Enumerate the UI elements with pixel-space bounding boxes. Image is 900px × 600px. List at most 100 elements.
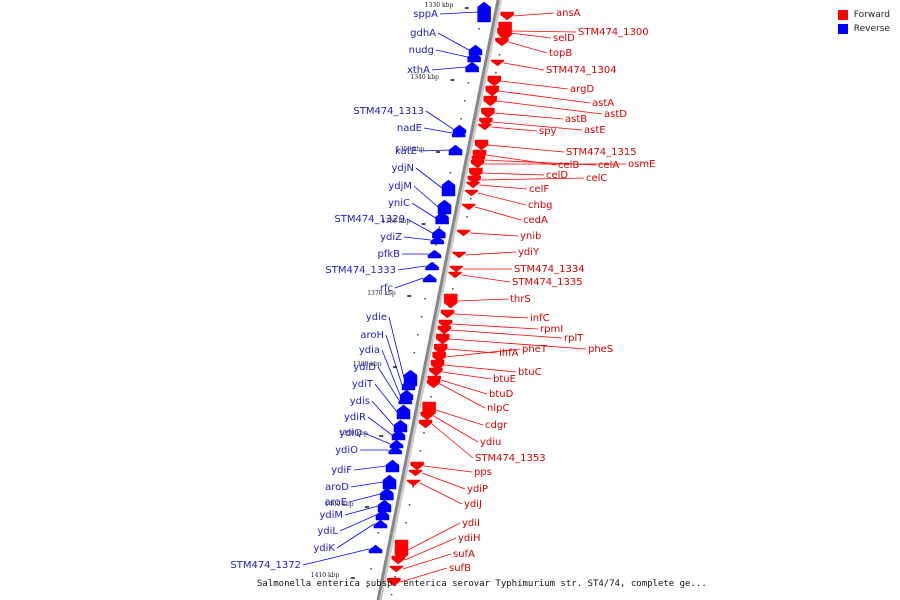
gene-label-spy[interactable]: spy — [539, 126, 557, 137]
forward-gene-feature — [500, 11, 514, 21]
gene-label-ydiI[interactable]: ydiI — [462, 518, 480, 529]
gene-label-STM474_1353[interactable]: STM474_1353 — [475, 453, 546, 464]
gene-label-celB[interactable]: celB — [558, 160, 579, 171]
gene-leader-line — [482, 172, 545, 176]
gene-label-aroD[interactable]: aroD — [325, 482, 349, 493]
gene-label-ansA[interactable]: ansA — [556, 8, 581, 19]
gene-label-ydiH[interactable]: ydiH — [458, 533, 481, 544]
gene-label-pheS[interactable]: pheS — [588, 344, 613, 355]
gene-label-sufA[interactable]: sufA — [453, 549, 475, 560]
gene-label-btuC[interactable]: btuC — [518, 367, 542, 378]
gene-leader-line — [344, 505, 379, 516]
forward-gene-feature — [467, 175, 482, 185]
gene-label-ydiF[interactable]: ydiF — [331, 465, 352, 476]
gene-leader-line — [491, 126, 538, 132]
gene-label-astD[interactable]: astD — [604, 109, 627, 120]
gene-leader-line — [450, 329, 563, 339]
reverse-gene-feature — [448, 144, 463, 156]
gene-label-nadE[interactable]: nadE — [397, 123, 422, 134]
gene-label-astE[interactable]: astE — [584, 125, 606, 136]
gene-label-ydiM[interactable]: ydiM — [319, 510, 343, 521]
gene-label-STM474_1333[interactable]: STM474_1333 — [325, 265, 396, 276]
gene-label-STM474_1304[interactable]: STM474_1304 — [546, 65, 617, 76]
gene-label-osmE[interactable]: osmE — [628, 159, 655, 170]
gene-label-sufB[interactable]: sufB — [449, 563, 471, 574]
gene-label-celC[interactable]: celC — [586, 173, 607, 184]
gene-label-chbg[interactable]: chbg — [528, 200, 553, 211]
gene-label-ydjM[interactable]: ydjM — [388, 181, 412, 192]
gene-label-aroH[interactable]: aroH — [360, 330, 384, 341]
tick-label: 1350 kbp — [396, 146, 425, 153]
gene-label-ydiJ[interactable]: ydiJ — [464, 499, 482, 510]
gene-label-STM474_1315[interactable]: STM474_1315 — [566, 147, 637, 158]
gene-label-ydiO[interactable]: ydiO — [335, 445, 358, 456]
gene-label-btuE[interactable]: btuE — [493, 374, 516, 385]
gene-label-ihfA[interactable]: ihfA — [499, 348, 519, 359]
gene-label-ynib[interactable]: ynib — [520, 231, 541, 242]
gene-label-ydiL[interactable]: ydiL — [317, 526, 338, 537]
gene-label-topB[interactable]: topB — [549, 48, 572, 59]
gene-label-pheT[interactable]: pheT — [522, 344, 548, 355]
reverse-gene-feature — [373, 519, 388, 529]
gene-label-xthA[interactable]: xthA — [407, 65, 430, 76]
gene-leader-line — [461, 274, 511, 283]
gene-label-STM474_1372[interactable]: STM474_1372 — [230, 560, 301, 571]
gene-label-katE[interactable]: katE — [395, 146, 417, 157]
gene-label-ydie[interactable]: ydie — [366, 312, 387, 323]
gene-label-celA[interactable]: celA — [598, 160, 619, 171]
tick-label: 1380 kbp — [353, 361, 382, 368]
gene-leader-line — [511, 30, 577, 33]
gene-label-rfc[interactable]: rfc — [380, 283, 393, 294]
gene-label-selD[interactable]: selD — [553, 33, 575, 44]
gene-label-thrS[interactable]: thrS — [510, 294, 531, 305]
gene-label-sppA[interactable]: sppA — [413, 9, 438, 20]
gene-label-ydjN[interactable]: ydjN — [391, 163, 414, 174]
gene-label-infC[interactable]: infC — [530, 313, 550, 324]
gene-label-ydia[interactable]: ydia — [359, 345, 380, 356]
forward-gene-feature — [437, 325, 452, 335]
gene-label-ydiZ[interactable]: ydiZ — [380, 232, 402, 243]
gene-label-rplT[interactable]: rplT — [564, 333, 584, 344]
forward-gene-feature — [391, 555, 406, 565]
gene-label-ydiD[interactable]: ydiD — [353, 362, 376, 373]
gene-label-btuD[interactable]: btuD — [489, 389, 514, 400]
gene-label-astB[interactable]: astB — [565, 114, 587, 125]
gene-label-astA[interactable]: astA — [592, 98, 614, 109]
gene-label-cedA[interactable]: cedA — [523, 215, 548, 226]
gene-leader-line — [492, 121, 583, 131]
gene-leader-line — [425, 110, 454, 130]
gene-label-ydis[interactable]: ydis — [350, 396, 370, 407]
gene-leader-line — [403, 236, 431, 241]
gene-label-rpmI[interactable]: rpmI — [540, 324, 563, 335]
gene-label-celF[interactable]: celF — [529, 184, 549, 195]
gene-leader-line — [439, 11, 478, 15]
gene-label-STM474_1329[interactable]: STM474_1329 — [334, 214, 405, 225]
gene-label-ydiK[interactable]: ydiK — [313, 543, 335, 554]
minor-tick — [464, 100, 466, 102]
gene-label-aroE[interactable]: aroE — [325, 497, 347, 508]
gene-label-yniC[interactable]: yniC — [388, 198, 410, 209]
gene-label-celD[interactable]: celD — [546, 170, 568, 181]
gene-label-ydiT[interactable]: ydiT — [352, 379, 374, 390]
gene-label-STM474_1300[interactable]: STM474_1300 — [578, 27, 649, 38]
gene-label-STM474_1313[interactable]: STM474_1313 — [353, 106, 424, 117]
gene-label-cdgr[interactable]: cdgr — [485, 420, 508, 431]
gene-label-argD[interactable]: argD — [570, 84, 594, 95]
reverse-gene-feature — [427, 249, 442, 259]
gene-label-nudg[interactable]: nudg — [409, 45, 434, 56]
forward-gene-feature — [495, 37, 509, 47]
gene-label-gdhA[interactable]: gdhA — [410, 28, 436, 39]
gene-label-STM474_1334[interactable]: STM474_1334 — [514, 264, 585, 275]
gene-label-STM474_1335[interactable]: STM474_1335 — [512, 277, 583, 288]
gene-label-ydiR[interactable]: ydiR — [344, 412, 366, 423]
forward-gene-feature — [487, 75, 502, 87]
gene-label-ydiQ[interactable]: ydiQ — [339, 428, 362, 439]
gene-label-ydiY[interactable]: ydiY — [518, 247, 540, 258]
gene-label-pfkB[interactable]: pfkB — [377, 249, 400, 260]
gene-label-ydiP[interactable]: ydiP — [467, 484, 488, 495]
gene-label-nlpC[interactable]: nlpC — [487, 403, 509, 414]
gene-leader-line — [457, 298, 509, 302]
reverse-gene-feature — [398, 395, 413, 405]
gene-label-pps[interactable]: pps — [474, 467, 492, 478]
gene-label-ydiu[interactable]: ydiu — [480, 437, 501, 448]
